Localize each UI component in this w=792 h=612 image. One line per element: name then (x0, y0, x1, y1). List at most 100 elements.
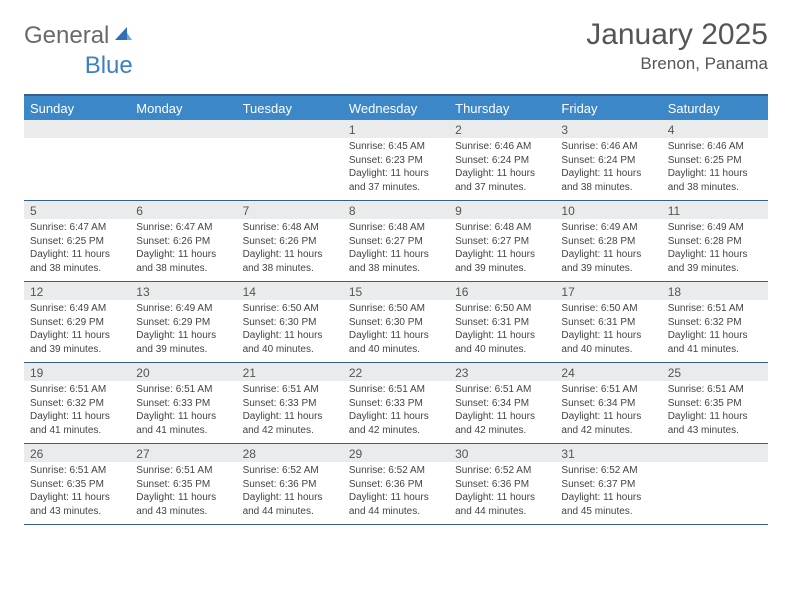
week-row: 12Sunrise: 6:49 AMSunset: 6:29 PMDayligh… (24, 282, 768, 363)
day-body: Sunrise: 6:48 AMSunset: 6:27 PMDaylight:… (449, 219, 555, 281)
day-number: 10 (555, 201, 661, 219)
day-number: 25 (662, 363, 768, 381)
day-number: 16 (449, 282, 555, 300)
day-body (130, 138, 236, 196)
day-number: 27 (130, 444, 236, 462)
day-cell: 17Sunrise: 6:50 AMSunset: 6:31 PMDayligh… (555, 282, 661, 362)
daylight-line: Daylight: 11 hours and 40 minutes. (349, 329, 443, 356)
sunrise-line: Sunrise: 6:49 AM (668, 221, 762, 235)
daylight-line: Daylight: 11 hours and 39 minutes. (561, 248, 655, 275)
day-body: Sunrise: 6:52 AMSunset: 6:36 PMDaylight:… (343, 462, 449, 524)
sunset-line: Sunset: 6:36 PM (349, 478, 443, 492)
day-number: 26 (24, 444, 130, 462)
day-number: 17 (555, 282, 661, 300)
daylight-line: Daylight: 11 hours and 40 minutes. (243, 329, 337, 356)
daylight-line: Daylight: 11 hours and 39 minutes. (668, 248, 762, 275)
day-number (237, 120, 343, 138)
day-body: Sunrise: 6:51 AMSunset: 6:33 PMDaylight:… (237, 381, 343, 443)
day-body: Sunrise: 6:52 AMSunset: 6:37 PMDaylight:… (555, 462, 661, 524)
daylight-line: Daylight: 11 hours and 39 minutes. (455, 248, 549, 275)
week-row: 5Sunrise: 6:47 AMSunset: 6:25 PMDaylight… (24, 201, 768, 282)
sunset-line: Sunset: 6:37 PM (561, 478, 655, 492)
day-cell: 31Sunrise: 6:52 AMSunset: 6:37 PMDayligh… (555, 444, 661, 524)
daylight-line: Daylight: 11 hours and 44 minutes. (243, 491, 337, 518)
day-cell: 18Sunrise: 6:51 AMSunset: 6:32 PMDayligh… (662, 282, 768, 362)
sunset-line: Sunset: 6:29 PM (30, 316, 124, 330)
location-label: Brenon, Panama (586, 54, 768, 74)
day-header: Sunday (24, 96, 130, 120)
sunset-line: Sunset: 6:33 PM (136, 397, 230, 411)
sunset-line: Sunset: 6:29 PM (136, 316, 230, 330)
daylight-line: Daylight: 11 hours and 43 minutes. (136, 491, 230, 518)
day-cell: 29Sunrise: 6:52 AMSunset: 6:36 PMDayligh… (343, 444, 449, 524)
sunrise-line: Sunrise: 6:50 AM (561, 302, 655, 316)
sunset-line: Sunset: 6:34 PM (455, 397, 549, 411)
day-number: 30 (449, 444, 555, 462)
sunset-line: Sunset: 6:25 PM (30, 235, 124, 249)
day-header: Wednesday (343, 96, 449, 120)
sunset-line: Sunset: 6:30 PM (243, 316, 337, 330)
daylight-line: Daylight: 11 hours and 38 minutes. (349, 248, 443, 275)
day-cell: 27Sunrise: 6:51 AMSunset: 6:35 PMDayligh… (130, 444, 236, 524)
day-cell: 16Sunrise: 6:50 AMSunset: 6:31 PMDayligh… (449, 282, 555, 362)
day-body: Sunrise: 6:52 AMSunset: 6:36 PMDaylight:… (449, 462, 555, 524)
day-number: 22 (343, 363, 449, 381)
day-cell: 26Sunrise: 6:51 AMSunset: 6:35 PMDayligh… (24, 444, 130, 524)
day-body: Sunrise: 6:46 AMSunset: 6:24 PMDaylight:… (449, 138, 555, 200)
day-body: Sunrise: 6:45 AMSunset: 6:23 PMDaylight:… (343, 138, 449, 200)
sunrise-line: Sunrise: 6:52 AM (243, 464, 337, 478)
month-title: January 2025 (586, 18, 768, 52)
daylight-line: Daylight: 11 hours and 42 minutes. (561, 410, 655, 437)
day-body: Sunrise: 6:50 AMSunset: 6:31 PMDaylight:… (449, 300, 555, 362)
daylight-line: Daylight: 11 hours and 43 minutes. (668, 410, 762, 437)
sunrise-line: Sunrise: 6:51 AM (136, 383, 230, 397)
day-body: Sunrise: 6:52 AMSunset: 6:36 PMDaylight:… (237, 462, 343, 524)
day-body (24, 138, 130, 196)
day-number: 19 (24, 363, 130, 381)
day-body: Sunrise: 6:48 AMSunset: 6:26 PMDaylight:… (237, 219, 343, 281)
day-header: Saturday (662, 96, 768, 120)
sunset-line: Sunset: 6:35 PM (30, 478, 124, 492)
day-cell: 14Sunrise: 6:50 AMSunset: 6:30 PMDayligh… (237, 282, 343, 362)
sunset-line: Sunset: 6:26 PM (243, 235, 337, 249)
sunrise-line: Sunrise: 6:48 AM (243, 221, 337, 235)
day-body: Sunrise: 6:49 AMSunset: 6:28 PMDaylight:… (662, 219, 768, 281)
sunrise-line: Sunrise: 6:50 AM (243, 302, 337, 316)
sunrise-line: Sunrise: 6:51 AM (30, 464, 124, 478)
sunrise-line: Sunrise: 6:47 AM (136, 221, 230, 235)
sunset-line: Sunset: 6:27 PM (455, 235, 549, 249)
sunset-line: Sunset: 6:27 PM (349, 235, 443, 249)
day-cell: 24Sunrise: 6:51 AMSunset: 6:34 PMDayligh… (555, 363, 661, 443)
day-body: Sunrise: 6:47 AMSunset: 6:26 PMDaylight:… (130, 219, 236, 281)
sunrise-line: Sunrise: 6:51 AM (349, 383, 443, 397)
logo-text-general: General (24, 22, 109, 50)
sunset-line: Sunset: 6:24 PM (455, 154, 549, 168)
sunset-line: Sunset: 6:32 PM (30, 397, 124, 411)
daylight-line: Daylight: 11 hours and 42 minutes. (243, 410, 337, 437)
daylight-line: Daylight: 11 hours and 38 minutes. (668, 167, 762, 194)
day-cell: 9Sunrise: 6:48 AMSunset: 6:27 PMDaylight… (449, 201, 555, 281)
daylight-line: Daylight: 11 hours and 45 minutes. (561, 491, 655, 518)
week-row: 19Sunrise: 6:51 AMSunset: 6:32 PMDayligh… (24, 363, 768, 444)
sunrise-line: Sunrise: 6:50 AM (455, 302, 549, 316)
sunset-line: Sunset: 6:34 PM (561, 397, 655, 411)
day-number: 8 (343, 201, 449, 219)
day-number: 21 (237, 363, 343, 381)
day-body: Sunrise: 6:51 AMSunset: 6:32 PMDaylight:… (24, 381, 130, 443)
day-cell: 12Sunrise: 6:49 AMSunset: 6:29 PMDayligh… (24, 282, 130, 362)
sunrise-line: Sunrise: 6:52 AM (561, 464, 655, 478)
day-header: Friday (555, 96, 661, 120)
day-cell: 11Sunrise: 6:49 AMSunset: 6:28 PMDayligh… (662, 201, 768, 281)
day-cell: 28Sunrise: 6:52 AMSunset: 6:36 PMDayligh… (237, 444, 343, 524)
day-body: Sunrise: 6:47 AMSunset: 6:25 PMDaylight:… (24, 219, 130, 281)
day-cell: 15Sunrise: 6:50 AMSunset: 6:30 PMDayligh… (343, 282, 449, 362)
day-cell: 1Sunrise: 6:45 AMSunset: 6:23 PMDaylight… (343, 120, 449, 200)
calendar-grid: SundayMondayTuesdayWednesdayThursdayFrid… (24, 94, 768, 525)
day-cell: 19Sunrise: 6:51 AMSunset: 6:32 PMDayligh… (24, 363, 130, 443)
daylight-line: Daylight: 11 hours and 39 minutes. (136, 329, 230, 356)
day-number: 4 (662, 120, 768, 138)
day-cell: 2Sunrise: 6:46 AMSunset: 6:24 PMDaylight… (449, 120, 555, 200)
day-number: 28 (237, 444, 343, 462)
logo-sail-icon (113, 24, 133, 49)
day-header: Tuesday (237, 96, 343, 120)
